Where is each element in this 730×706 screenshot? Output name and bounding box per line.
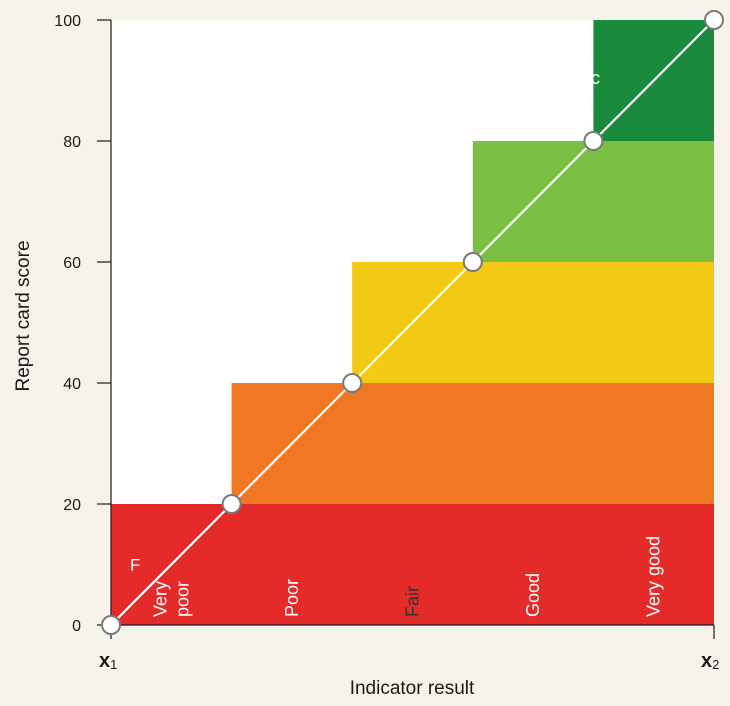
grade-letter-a: A xyxy=(130,72,142,91)
axes: 0 20 40 60 80 100 x1 x2 xyxy=(54,13,719,672)
grade-letter-d: D xyxy=(130,435,142,454)
y-tick-label: 20 xyxy=(63,497,81,514)
score-line-path xyxy=(110,19,715,626)
y-tick-label: 60 xyxy=(63,255,81,272)
y-tick-label: 100 xyxy=(54,13,81,30)
grade-letter-c: C xyxy=(130,314,142,333)
x-endpoint-label: x2 xyxy=(701,650,719,672)
x-axis-title: Indicator result xyxy=(350,678,475,699)
category-label: Good xyxy=(523,573,543,617)
score-point xyxy=(101,615,121,635)
category-label-line: poor xyxy=(172,581,192,617)
score-line: y=mx+c xyxy=(101,10,724,635)
score-point xyxy=(704,10,724,30)
y-tick-label: 80 xyxy=(63,134,81,151)
category-label-line: Very xyxy=(150,581,170,617)
category-label-line: Poor xyxy=(282,579,302,617)
category-label-line: Very good xyxy=(644,536,664,617)
category-label: Poor xyxy=(282,579,302,617)
score-point xyxy=(462,252,483,272)
category-label-line: Good xyxy=(523,573,543,617)
grade-letter-f: F xyxy=(130,556,140,575)
category-label: Very poor xyxy=(150,581,192,617)
y-tick-label: 40 xyxy=(63,376,81,393)
category-label: Very good xyxy=(644,536,664,617)
x-endpoint-label: x1 xyxy=(99,650,117,672)
score-point xyxy=(583,131,604,151)
score-point xyxy=(221,494,242,514)
y-tick-label: 0 xyxy=(72,618,81,635)
y-axis-title: Report card score xyxy=(13,240,34,391)
equation-label: y=mx+c xyxy=(537,68,600,88)
category-label-line: Fair xyxy=(403,586,423,617)
score-point xyxy=(342,373,363,393)
grade-letter-b: B xyxy=(130,193,141,212)
region-labels: A B C D F Very poor Poor Fair Good Very good xyxy=(130,72,664,618)
category-label: Fair xyxy=(403,586,423,617)
